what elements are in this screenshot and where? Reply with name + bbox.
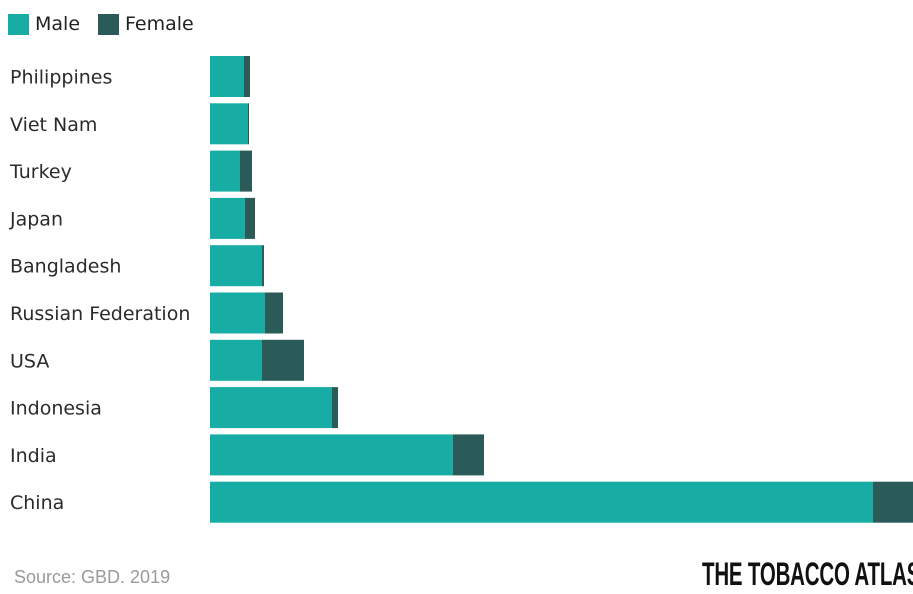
bar-male-china: [210, 481, 873, 523]
legend-item-male: Male: [8, 13, 80, 35]
legend-label-female: Female: [125, 13, 194, 35]
category-label-philippines: Philippines: [10, 67, 112, 89]
category-label-japan: Japan: [9, 208, 63, 230]
category-label-bangladesh: Bangladesh: [10, 256, 121, 278]
category-label-china: China: [10, 492, 64, 514]
bars: [210, 56, 913, 523]
brand-logo: THE TOBACCO ATLAS: [698, 554, 913, 594]
category-label-india: India: [10, 445, 57, 467]
bar-male-russian-federation: [210, 292, 265, 334]
source-note: Source: GBD. 2019: [14, 567, 171, 587]
category-label-turkey: Turkey: [9, 161, 72, 183]
bar-female-india: [453, 434, 484, 476]
legend-swatch-male: [8, 13, 29, 35]
bar-female-japan: [245, 197, 255, 239]
category-label-russian-federation: Russian Federation: [10, 303, 190, 325]
bar-male-india: [210, 434, 453, 476]
legend-swatch-female: [98, 13, 120, 35]
bar-female-philippines: [244, 56, 250, 97]
bar-chart: Philippines Viet Nam Turkey Japan Bangladesh…: [9, 56, 913, 523]
bar-male-japan: [210, 197, 245, 239]
bar-male-turkey: [210, 150, 240, 192]
brand-logo-text: THE TOBACCO ATLAS: [702, 556, 913, 592]
bar-male-usa: [210, 339, 262, 381]
bar-female-turkey: [240, 150, 252, 192]
category-label-indonesia: Indonesia: [10, 398, 102, 420]
bar-female-russian-federation: [265, 292, 283, 334]
bar-female-bangladesh: [262, 245, 264, 287]
bar-female-viet-nam: [248, 103, 249, 145]
bar-male-philippines: [210, 56, 244, 97]
legend-item-female: Female: [98, 13, 194, 35]
category-labels: Philippines Viet Nam Turkey Japan Bangladesh…: [9, 67, 190, 515]
bar-female-indonesia: [332, 387, 338, 429]
bar-male-indonesia: [210, 387, 332, 429]
category-label-viet-nam: Viet Nam: [10, 114, 97, 136]
legend-label-male: Male: [35, 13, 81, 35]
bar-male-viet-nam: [210, 103, 248, 145]
bar-female-usa: [262, 339, 304, 381]
bar-female-china: [873, 481, 913, 523]
bar-male-bangladesh: [210, 245, 262, 287]
legend: Male Female: [8, 12, 212, 36]
category-label-usa: USA: [10, 350, 49, 372]
